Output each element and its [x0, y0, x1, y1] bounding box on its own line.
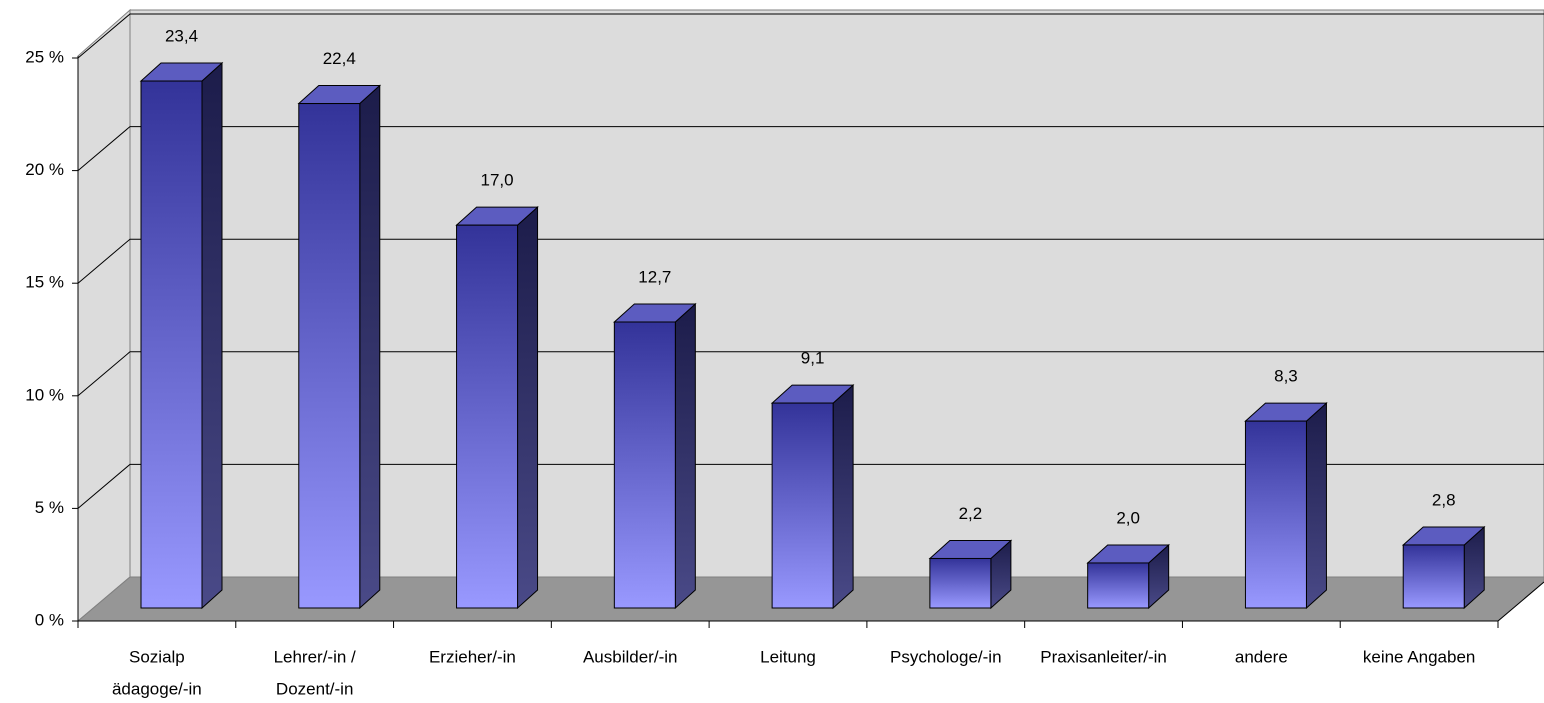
- x-tick-label: andere: [1235, 647, 1288, 666]
- x-tick-label: Erzieher/-in: [429, 647, 516, 666]
- x-tick-label: Dozent/-in: [276, 679, 353, 698]
- y-tick-label: 15 %: [25, 273, 64, 292]
- bar-side: [832, 383, 854, 610]
- x-tick-label: Lehrer/-in /: [274, 647, 356, 666]
- grid-line: [77, 238, 1544, 284]
- y-tick-label: 25 %: [25, 47, 64, 66]
- bar: [1402, 544, 1465, 609]
- y-tick-label: 0 %: [35, 610, 64, 629]
- left-wall: [77, 8, 131, 623]
- bar-side: [1305, 401, 1327, 610]
- grid-line: [77, 351, 1544, 397]
- y-tick-label: 5 %: [35, 498, 64, 517]
- value-label: 2,0: [1116, 508, 1140, 527]
- value-label: 12,7: [638, 267, 671, 286]
- x-tick-label: Praxisanleiter/-in: [1040, 647, 1167, 666]
- bar-side: [517, 206, 539, 610]
- y-tick-label: 20 %: [25, 160, 64, 179]
- value-label: 17,0: [481, 171, 514, 190]
- x-tick-label: Psychologe/-in: [890, 647, 1002, 666]
- bar: [1087, 562, 1150, 609]
- floor-edge: [1497, 581, 1544, 622]
- bar-side: [359, 84, 381, 610]
- grid-line: [77, 463, 1544, 509]
- value-label: 23,4: [165, 27, 198, 46]
- value-label: 2,2: [959, 504, 983, 523]
- bar: [771, 402, 834, 609]
- value-label: 2,8: [1432, 490, 1456, 509]
- value-label: 8,3: [1274, 367, 1298, 386]
- x-tick-label: Sozialp: [129, 647, 185, 666]
- bar-side: [201, 61, 223, 610]
- bar: [613, 321, 676, 609]
- x-tick-label: Ausbilder/-in: [583, 647, 678, 666]
- x-tick-label: Leitung: [760, 647, 816, 666]
- bar: [929, 557, 992, 609]
- y-tick-label: 10 %: [25, 385, 64, 404]
- value-label: 9,1: [801, 349, 825, 368]
- bar: [140, 80, 203, 609]
- grid-line: [77, 13, 1544, 59]
- bar: [456, 224, 519, 609]
- bar-side: [674, 302, 696, 610]
- x-tick-label: ädagoge/-in: [112, 679, 202, 698]
- grid-line: [77, 126, 1544, 171]
- bar: [298, 103, 361, 609]
- x-tick-label: keine Angaben: [1363, 647, 1476, 666]
- bar: [1244, 420, 1307, 609]
- value-label: 22,4: [323, 49, 356, 68]
